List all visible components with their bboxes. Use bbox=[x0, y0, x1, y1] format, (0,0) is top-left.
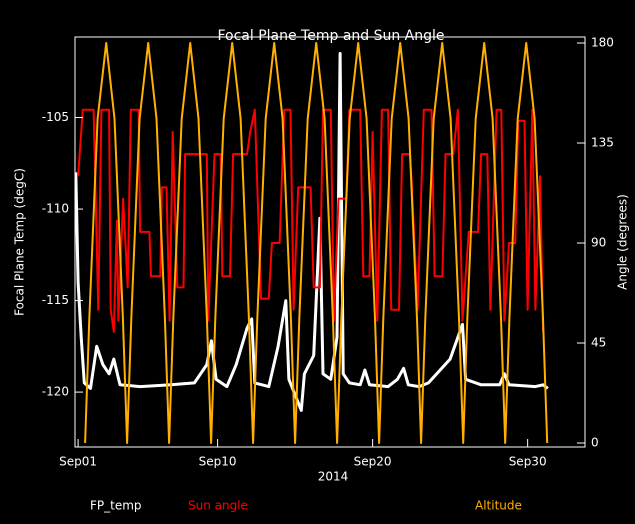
y2-tick-label: 45 bbox=[591, 336, 606, 350]
y2-tick-label: 90 bbox=[591, 236, 606, 250]
y-axis-label: Focal Plane Temp (degC) bbox=[13, 168, 27, 316]
plot-area bbox=[75, 42, 549, 444]
x-tick-label: Sep20 bbox=[354, 455, 392, 469]
series-line bbox=[84, 42, 549, 444]
y2-tick-label: 0 bbox=[591, 436, 599, 450]
y-tick-label: -120 bbox=[42, 385, 69, 399]
x-tick-label: Sep10 bbox=[199, 455, 237, 469]
legend-entry: Sun angle bbox=[188, 499, 248, 513]
y2-tick-label: 135 bbox=[591, 136, 614, 150]
legend-entry: FP_temp bbox=[90, 499, 142, 513]
y-tick-label: -115 bbox=[42, 293, 69, 307]
chart-title: Focal Plane Temp and Sun Angle bbox=[217, 28, 444, 44]
y-tick-label: -105 bbox=[42, 110, 69, 124]
plot-frame bbox=[74, 36, 586, 448]
legend-entry: Altitude bbox=[475, 499, 522, 513]
y2-tick-label: 180 bbox=[591, 36, 614, 50]
y-tick-label: -110 bbox=[42, 202, 69, 216]
series-line bbox=[77, 108, 545, 333]
x-tick-label: Sep30 bbox=[509, 455, 547, 469]
series-line bbox=[75, 52, 549, 412]
y2-axis-label: Angle (degrees) bbox=[616, 194, 630, 290]
x-tick-label: Sep01 bbox=[59, 455, 97, 469]
x-axis-label: 2014 bbox=[318, 470, 349, 484]
